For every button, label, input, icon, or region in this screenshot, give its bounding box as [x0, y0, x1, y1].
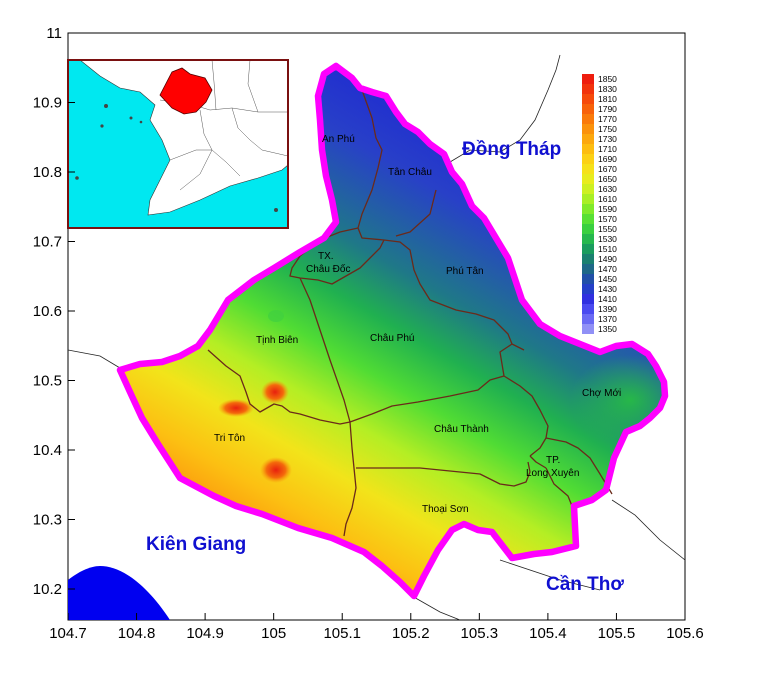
colorbar-swatch: [582, 254, 594, 264]
district-label-cho-moi: Chợ Mới: [582, 388, 621, 399]
colorbar-swatch: [582, 104, 594, 114]
district-label-chau-phu: Châu Phú: [370, 333, 414, 344]
x-tick-label: 104.9: [186, 625, 224, 642]
colorbar-swatch: [582, 244, 594, 254]
colorbar-label: 1750: [598, 124, 617, 134]
district-label-chau-doc: Châu Đốc: [306, 263, 350, 275]
colorbar-swatch: [582, 144, 594, 154]
colorbar-label: 1450: [598, 274, 617, 284]
district-label-tp: TP.: [546, 455, 560, 466]
colorbar-swatch: [582, 324, 594, 334]
colorbar-swatch: [582, 294, 594, 304]
colorbar-label: 1830: [598, 84, 617, 94]
colorbar-swatch: [582, 164, 594, 174]
x-tick-label: 105.3: [461, 625, 499, 642]
y-tick-label: 10.9: [33, 95, 62, 112]
colorbar-label: 1430: [598, 284, 617, 294]
colorbar-swatch: [582, 284, 594, 294]
region-label-dong-thap: Đồng Tháp: [462, 139, 561, 160]
colorbar-label: 1610: [598, 194, 617, 204]
x-tick-label: 104.8: [118, 625, 156, 642]
colorbar-swatch: [582, 264, 594, 274]
x-tick-label: 105.5: [598, 625, 636, 642]
colorbar-swatch: [582, 224, 594, 234]
colorbar-swatch: [582, 94, 594, 104]
district-label-phu-tan: Phú Tân: [446, 266, 484, 277]
district-label-an-phu: An Phú: [322, 134, 355, 145]
colorbar-swatch: [582, 304, 594, 314]
colorbar-label: 1390: [598, 304, 617, 314]
y-tick-label: 10.2: [33, 581, 62, 598]
colorbar-label: 1710: [598, 144, 617, 154]
x-tick-label: 104.7: [49, 625, 87, 642]
y-tick-label: 10.4: [33, 442, 62, 459]
district-label-tx: TX.: [318, 251, 334, 262]
y-tick-label: 10.7: [33, 234, 62, 251]
colorbar: 1850183018101790177017501730171016901670…: [582, 74, 617, 334]
colorbar-swatch: [582, 194, 594, 204]
y-tick-label: 10.6: [33, 303, 62, 320]
x-tick-label: 105: [261, 625, 286, 642]
inset-map: [67, 59, 289, 229]
district-label-thoai-son: Thoại Sơn: [422, 504, 469, 515]
colorbar-swatch: [582, 174, 594, 184]
district-boundaries: [207, 89, 613, 537]
region-label-kien-giang: Kiên Giang: [146, 534, 246, 555]
colorbar-swatch: [582, 274, 594, 284]
colorbar-swatch: [582, 74, 594, 84]
colorbar-swatch: [582, 234, 594, 244]
district-label-tinh-bien: Tịnh Biên: [256, 335, 298, 346]
colorbar-label: 1790: [598, 104, 617, 114]
x-tick-label: 105.6: [666, 625, 704, 642]
colorbar-swatch: [582, 114, 594, 124]
district-label-chau-thanh: Châu Thành: [434, 424, 489, 435]
colorbar-label: 1730: [598, 134, 617, 144]
colorbar-label: 1670: [598, 164, 617, 174]
colorbar-label: 1410: [598, 294, 617, 304]
y-tick-label: 10.8: [33, 164, 62, 181]
colorbar-label: 1850: [598, 74, 617, 84]
x-tick-label: 105.1: [323, 625, 361, 642]
colorbar-swatch: [582, 214, 594, 224]
colorbar-label: 1810: [598, 94, 617, 104]
colorbar-swatch: [582, 84, 594, 94]
colorbar-label: 1770: [598, 114, 617, 124]
colorbar-label: 1630: [598, 184, 617, 194]
colorbar-label: 1570: [598, 214, 617, 224]
colorbar-label: 1350: [598, 324, 617, 334]
colorbar-swatch: [582, 154, 594, 164]
inset-highlight-province: [159, 67, 213, 115]
colorbar-label: 1510: [598, 244, 617, 254]
colorbar-swatch: [582, 134, 594, 144]
colorbar-label: 1530: [598, 234, 617, 244]
region-label-can-tho: Cần Thơ: [546, 574, 624, 595]
sea-patch: [68, 566, 170, 620]
district-label-tan-chau: Tân Châu: [388, 167, 432, 178]
y-tick-label: 10.3: [33, 512, 62, 529]
colorbar-label: 1590: [598, 204, 617, 214]
y-tick-label: 10.5: [33, 373, 62, 390]
colorbar-label: 1550: [598, 224, 617, 234]
colorbar-label: 1650: [598, 174, 617, 184]
neighbour-borders: [68, 54, 685, 620]
colorbar-label: 1370: [598, 314, 617, 324]
colorbar-swatch: [582, 184, 594, 194]
colorbar-swatch: [582, 314, 594, 324]
district-label-tri-ton: Tri Tôn: [214, 433, 245, 444]
colorbar-label: 1690: [598, 154, 617, 164]
axes: 104.7 104.8 104.9 105 105.1 105.2 105.3 105.4 10…: [33, 25, 704, 642]
district-label-long-xuyen: Long Xuyên: [526, 468, 579, 479]
y-tick-label: 11: [46, 25, 62, 42]
x-tick-label: 105.2: [392, 625, 430, 642]
colorbar-swatch: [582, 204, 594, 214]
colorbar-label: 1490: [598, 254, 617, 264]
colorbar-swatch: [582, 124, 594, 134]
colorbar-label: 1470: [598, 264, 617, 274]
x-tick-label: 105.4: [529, 625, 567, 642]
